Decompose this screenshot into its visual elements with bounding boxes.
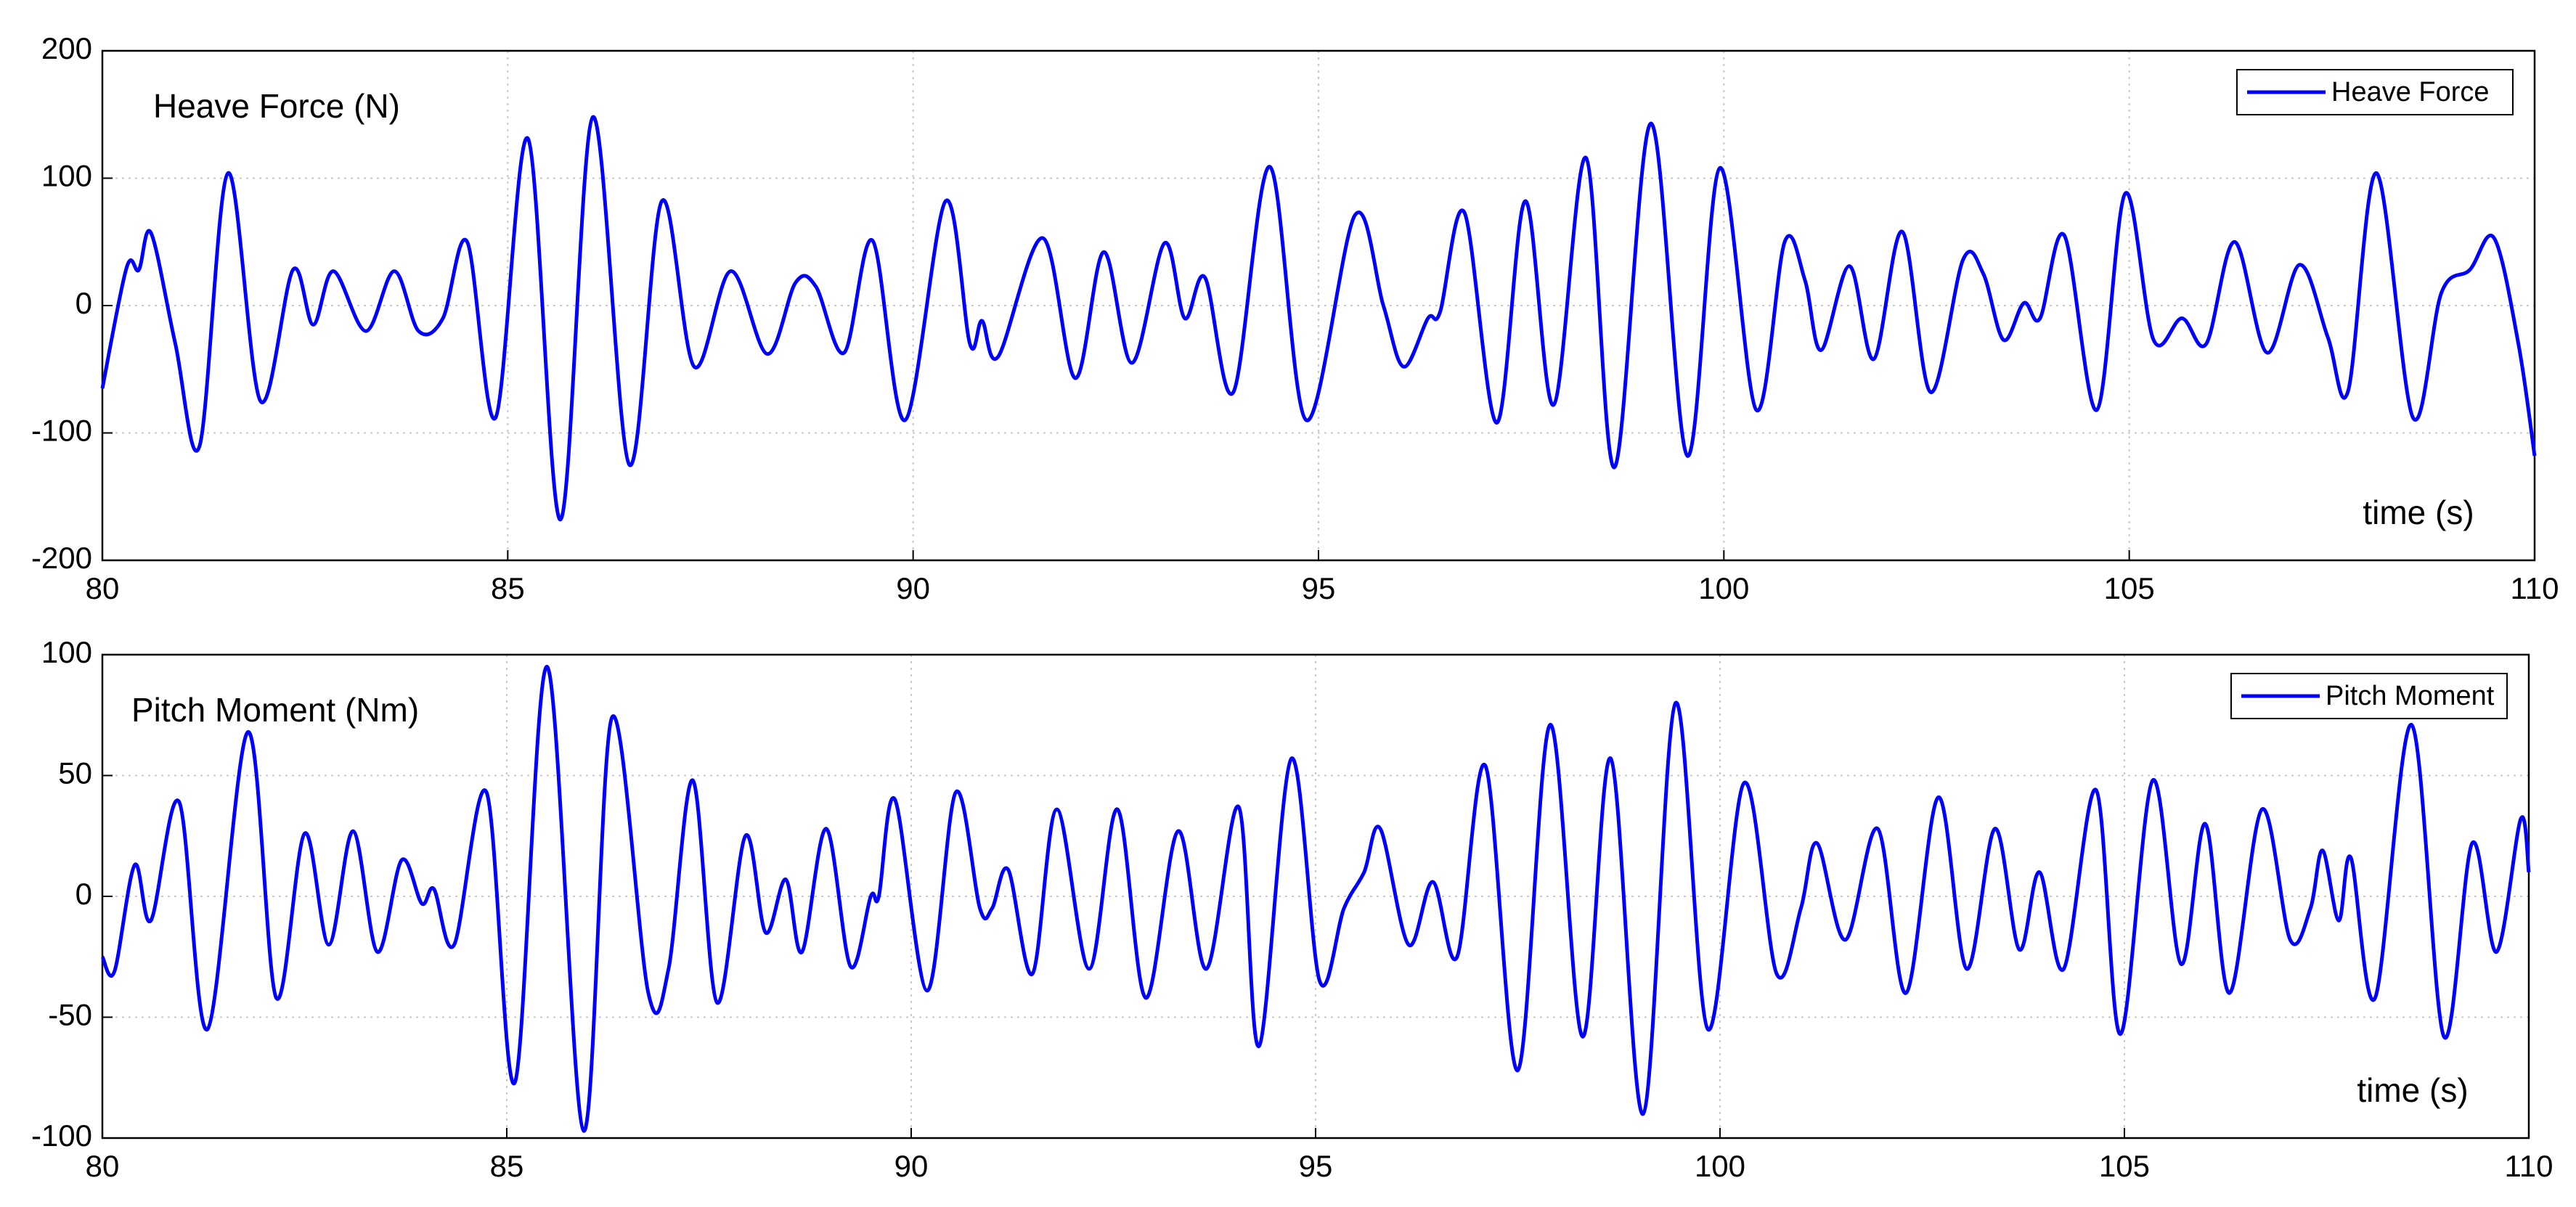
x-tick-label: 110 <box>2505 1149 2553 1183</box>
x-tick-label: 95 <box>1302 571 1336 605</box>
y-tick-label: -50 <box>48 998 92 1032</box>
y-tick-label: -200 <box>31 541 92 575</box>
y-tick-label: -100 <box>31 414 92 448</box>
chart-title: Heave Force (N) <box>153 87 400 125</box>
x-tick-label: 90 <box>896 571 930 605</box>
y-tick-label: 100 <box>41 159 92 193</box>
x-tick-label: 85 <box>491 571 525 605</box>
y-tick-label: 0 <box>76 877 92 911</box>
x-tick-label: 100 <box>1698 571 1749 605</box>
x-tick-label: 105 <box>2104 571 2155 605</box>
x-tick-label: 100 <box>1695 1149 1745 1183</box>
data-line <box>100 115 2537 522</box>
x-tick-label: 105 <box>2099 1149 2150 1183</box>
x-tick-label: 85 <box>490 1149 524 1183</box>
legend-label: Heave Force <box>2331 77 2490 107</box>
plot: 80 85 90 95 100 105 110 -200 -100 0 100 200 Heave Fo… <box>31 31 2559 605</box>
plot-frame <box>101 653 2530 1140</box>
plot-frame <box>101 49 2536 562</box>
x-tick-label: 110 <box>2511 571 2559 605</box>
x-axis-label: time (s) <box>2357 1071 2468 1109</box>
legend-label: Pitch Moment <box>2326 681 2495 711</box>
x-tick-label: 80 <box>86 571 120 605</box>
y-tick-label: 0 <box>76 286 92 320</box>
chart-title: Pitch Moment (Nm) <box>131 691 419 729</box>
y-tick-label: 200 <box>41 31 92 65</box>
x-tick-label: 90 <box>894 1149 929 1183</box>
y-tick-label: 50 <box>58 756 92 790</box>
x-axis-label: time (s) <box>2363 494 2474 531</box>
y-tick-label: 100 <box>41 635 92 669</box>
x-tick-label: 95 <box>1299 1149 1333 1183</box>
y-tick-label: -100 <box>31 1118 92 1153</box>
x-tick-label: 80 <box>86 1149 120 1183</box>
plot: 80 85 90 95 100 105 110 -100 -50 0 50 100 Pitch Mome… <box>31 635 2553 1183</box>
data-line <box>100 665 2531 1133</box>
